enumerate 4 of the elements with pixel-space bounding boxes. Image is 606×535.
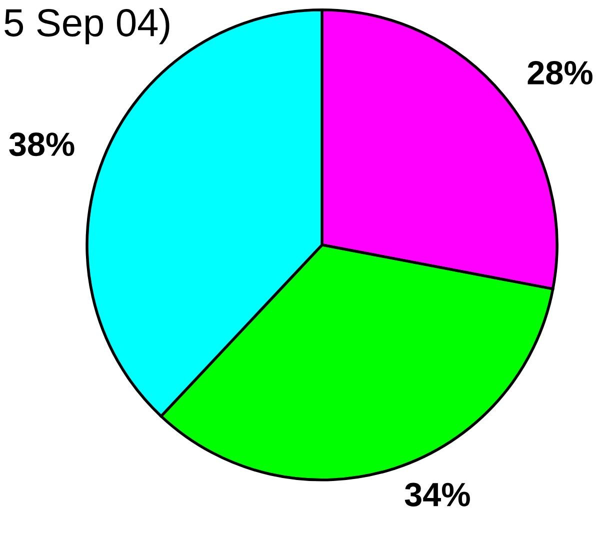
chart-title: 5 Sep 04)	[4, 8, 170, 44]
data-label: 38%	[9, 132, 74, 156]
data-label: 34%	[404, 482, 470, 506]
data-label: 28%	[528, 60, 592, 85]
